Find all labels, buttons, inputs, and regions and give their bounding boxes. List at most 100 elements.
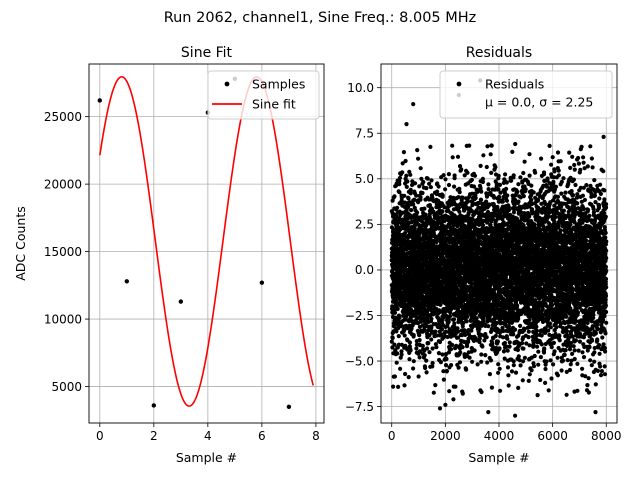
- residual-point: [444, 356, 449, 362]
- residual-point: [507, 340, 512, 345]
- residual-point: [455, 154, 461, 159]
- residual-point: [417, 333, 422, 338]
- residual-point: [493, 333, 498, 339]
- sine-fit-xtick-label: 8: [312, 429, 320, 443]
- residual-point: [434, 345, 439, 350]
- residual-point: [453, 384, 458, 389]
- residual-point: [397, 182, 402, 187]
- residual-point: [421, 179, 426, 185]
- residual-point: [397, 315, 402, 320]
- residual-point: [399, 342, 404, 347]
- residual-point: [458, 350, 463, 355]
- residual-point: [516, 385, 521, 390]
- legend-frame: [207, 70, 320, 120]
- residual-point: [397, 179, 402, 184]
- residual-point: [452, 184, 457, 189]
- sample-point: [178, 299, 184, 304]
- residual-point: [484, 164, 489, 170]
- residual-point: [418, 166, 423, 171]
- residual-point: [510, 149, 515, 154]
- residual-point: [440, 209, 445, 214]
- sine-fit-axes-frame: [88, 63, 325, 424]
- residual-point: [470, 359, 475, 364]
- residual-point: [441, 173, 446, 178]
- residual-point: [506, 207, 512, 213]
- sample-point: [286, 404, 292, 410]
- residual-point: [391, 384, 396, 389]
- residual-point: [477, 336, 482, 341]
- residual-point: [402, 333, 407, 338]
- residual-point: [411, 202, 416, 207]
- residual-point: [389, 339, 394, 344]
- residual-point: [459, 167, 464, 172]
- sine-fit-xtick-label: 4: [204, 429, 212, 443]
- residual-point: [411, 366, 416, 371]
- sample-point: [124, 279, 130, 284]
- residual-point: [496, 173, 501, 178]
- residual-point: [402, 193, 407, 198]
- residual-point: [507, 344, 512, 349]
- residual-point: [441, 377, 446, 382]
- residual-point: [485, 360, 490, 365]
- residual-point: [411, 359, 416, 364]
- residual-point: [506, 373, 511, 378]
- legend-samples-marker: [224, 81, 230, 87]
- residual-point: [479, 352, 484, 357]
- residual-point: [479, 189, 484, 194]
- residual-point: [516, 354, 521, 359]
- residual-point: [429, 337, 434, 342]
- residual-point: [417, 184, 422, 189]
- residual-point: [417, 338, 422, 343]
- residual-point: [488, 358, 494, 363]
- residual-point: [464, 367, 469, 372]
- residual-point: [396, 384, 401, 389]
- residual-point: [417, 349, 422, 354]
- residual-point: [503, 172, 508, 177]
- residual-point: [446, 182, 452, 188]
- residual-point: [467, 355, 472, 360]
- residual-point: [424, 370, 429, 375]
- residual-point: [438, 360, 443, 365]
- residual-point: [424, 223, 429, 228]
- residual-point: [418, 195, 423, 200]
- residual-point: [478, 197, 484, 202]
- residual-point: [429, 178, 434, 183]
- residual-point: [518, 363, 523, 368]
- residual-point: [404, 173, 409, 178]
- residual-point: [504, 180, 509, 185]
- residual-point: [430, 361, 435, 366]
- residual-point: [395, 351, 400, 356]
- residual-point: [465, 199, 471, 204]
- residual-point: [478, 185, 483, 190]
- residual-point: [430, 346, 435, 351]
- residual-point: [431, 390, 436, 395]
- residual-point: [450, 143, 455, 148]
- residual-point: [407, 357, 412, 362]
- residual-point: [457, 190, 462, 195]
- residual-point: [498, 388, 503, 393]
- residual-point: [489, 170, 494, 175]
- residual-point: [416, 156, 421, 161]
- residual-point: [487, 372, 492, 377]
- residual-point: [515, 347, 521, 353]
- residual-point: [408, 191, 413, 196]
- residual-point: [436, 184, 441, 189]
- residual-point: [404, 184, 409, 189]
- residual-point: [474, 316, 479, 321]
- residual-point: [392, 342, 397, 347]
- legend-sine-fit-label: Sine fit: [252, 97, 296, 112]
- residual-point: [450, 155, 455, 160]
- residual-point: [464, 319, 469, 324]
- residual-point: [472, 348, 477, 353]
- residual-point: [461, 223, 467, 228]
- residual-point: [500, 199, 505, 204]
- sine-fit-ytick-label: 20000: [44, 177, 82, 191]
- residual-point: [489, 143, 494, 148]
- residual-point: [407, 340, 412, 345]
- residual-point: [495, 339, 500, 344]
- sample-point: [151, 403, 157, 408]
- residual-point: [439, 327, 445, 332]
- residual-point: [395, 205, 400, 210]
